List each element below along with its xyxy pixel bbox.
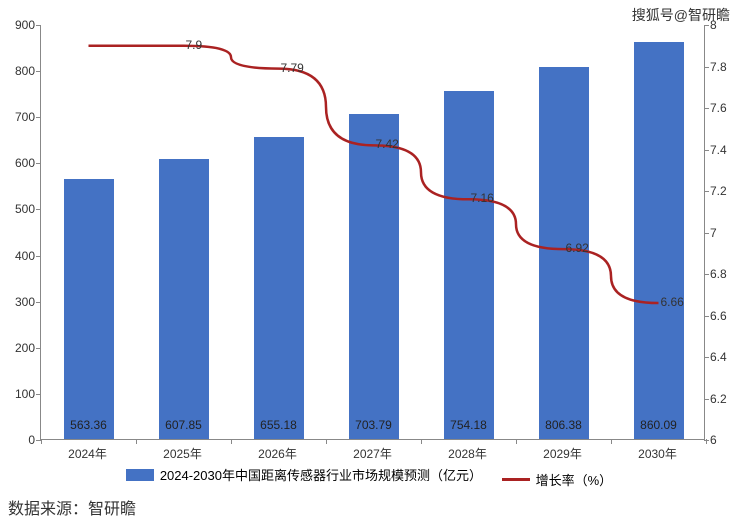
y-left-tick [36, 256, 41, 257]
y-right-tick [704, 316, 709, 317]
bar [634, 42, 684, 439]
x-tick [41, 439, 42, 444]
x-tick [326, 439, 327, 444]
x-label: 2029年 [533, 445, 593, 462]
y-left-tick [36, 25, 41, 26]
y-left-tick [36, 209, 41, 210]
y-right-label: 6.6 [710, 309, 727, 323]
y-right-tick [704, 357, 709, 358]
bar-value-label: 655.18 [254, 418, 304, 432]
y-left-tick [36, 117, 41, 118]
y-right-tick [704, 191, 709, 192]
line-value-label: 7.42 [376, 137, 399, 151]
y-right-label: 7.8 [710, 60, 727, 74]
data-source: 数据来源：智研瞻 [8, 495, 136, 519]
y-right-tick [704, 108, 709, 109]
y-left-tick [36, 394, 41, 395]
bar [444, 91, 494, 439]
x-label: 2027年 [343, 445, 403, 462]
y-right-label: 7.6 [710, 101, 727, 115]
bar-value-label: 703.79 [349, 418, 399, 432]
bar-value-label: 860.09 [634, 418, 684, 432]
bar-value-label: 806.38 [539, 418, 589, 432]
y-right-tick [704, 233, 709, 234]
legend-line-label: 增长率（%） [536, 470, 613, 489]
line-value-label: 6.66 [661, 295, 684, 309]
source-value: 智研瞻 [88, 501, 136, 518]
bar-value-label: 754.18 [444, 418, 494, 432]
y-left-tick [36, 163, 41, 164]
legend-line-item: 增长率（%） [502, 470, 613, 489]
y-right-label: 7 [710, 226, 717, 240]
y-left-label: 200 [5, 341, 35, 355]
y-left-label: 800 [5, 64, 35, 78]
y-left-tick [36, 302, 41, 303]
y-right-tick [704, 399, 709, 400]
bar [349, 114, 399, 439]
chart-container: 7.9 7.79 7.42 7.16 6.92 6.66 563.36 607.85 655.… [40, 25, 705, 440]
x-tick [136, 439, 137, 444]
y-right-label: 6.2 [710, 392, 727, 406]
bar [159, 159, 209, 439]
x-tick [421, 439, 422, 444]
bar [254, 137, 304, 439]
y-left-tick [36, 348, 41, 349]
legend-bar-label: 2024-2030年中国距离传感器行业市场规模预测（亿元） [160, 465, 482, 484]
legend-bar-item: 2024-2030年中国距离传感器行业市场规模预测（亿元） [126, 465, 482, 484]
y-right-label: 6 [710, 433, 717, 447]
y-left-label: 900 [5, 18, 35, 32]
x-label: 2024年 [58, 445, 118, 462]
bar-value-label: 607.85 [159, 418, 209, 432]
y-left-label: 600 [5, 156, 35, 170]
x-label: 2025年 [153, 445, 213, 462]
y-right-tick [704, 25, 709, 26]
bar-value-label: 563.36 [64, 418, 114, 432]
x-tick [231, 439, 232, 444]
y-right-label: 8 [710, 18, 717, 32]
y-right-label: 6.8 [710, 267, 727, 281]
y-right-tick [704, 67, 709, 68]
legend-line-swatch [502, 478, 530, 481]
x-label: 2030年 [628, 445, 688, 462]
x-tick [516, 439, 517, 444]
legend-bar-swatch [126, 469, 154, 481]
y-left-label: 500 [5, 202, 35, 216]
y-right-label: 7.4 [710, 143, 727, 157]
y-right-tick [704, 274, 709, 275]
legend: 2024-2030年中国距离传感器行业市场规模预测（亿元） 增长率（%） [0, 465, 738, 489]
y-right-label: 7.2 [710, 184, 727, 198]
y-left-label: 400 [5, 249, 35, 263]
line-value-label: 7.9 [186, 38, 203, 52]
x-label: 2028年 [438, 445, 498, 462]
x-tick [611, 439, 612, 444]
line-value-label: 7.16 [471, 191, 494, 205]
y-left-label: 100 [5, 387, 35, 401]
line-value-label: 6.92 [566, 241, 589, 255]
y-left-label: 700 [5, 110, 35, 124]
line-value-label: 7.79 [281, 61, 304, 75]
plot-area: 7.9 7.79 7.42 7.16 6.92 6.66 563.36 607.85 655.… [40, 25, 705, 440]
bar [64, 179, 114, 439]
y-left-label: 0 [5, 433, 35, 447]
x-label: 2026年 [248, 445, 308, 462]
y-right-tick [704, 150, 709, 151]
x-tick [706, 439, 707, 444]
y-left-tick [36, 71, 41, 72]
y-left-label: 300 [5, 295, 35, 309]
y-right-label: 6.4 [710, 350, 727, 364]
source-label: 数据来源： [8, 501, 88, 518]
